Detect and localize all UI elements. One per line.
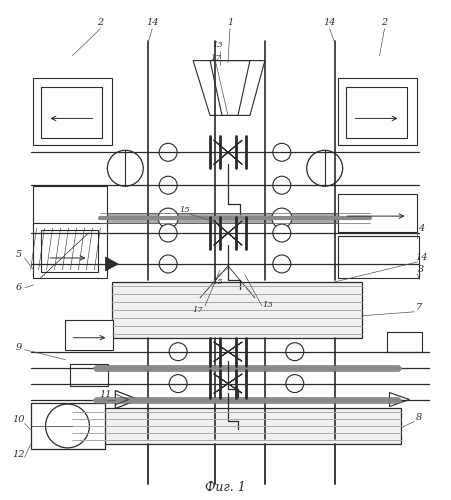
Bar: [70, 364, 108, 386]
Text: 2: 2: [97, 18, 104, 27]
Bar: [73, 408, 401, 445]
Circle shape: [46, 404, 89, 448]
Circle shape: [169, 342, 187, 360]
Bar: [387, 332, 423, 351]
Polygon shape: [106, 257, 118, 271]
Bar: [338, 78, 418, 146]
Circle shape: [159, 224, 177, 242]
Circle shape: [159, 255, 177, 273]
Text: 17: 17: [211, 54, 221, 62]
Text: 9: 9: [15, 343, 22, 352]
Text: 3: 3: [418, 266, 424, 274]
Circle shape: [286, 342, 304, 360]
Text: 5: 5: [15, 250, 22, 260]
Bar: [41, 230, 98, 272]
Circle shape: [273, 144, 291, 162]
Text: 14: 14: [323, 18, 336, 27]
Circle shape: [169, 374, 187, 392]
Circle shape: [286, 374, 304, 392]
Bar: [41, 86, 102, 139]
Circle shape: [273, 255, 291, 273]
Circle shape: [273, 176, 291, 194]
Circle shape: [272, 208, 292, 228]
Text: 10: 10: [12, 415, 25, 424]
Text: 7: 7: [416, 304, 423, 312]
Text: 13: 13: [262, 301, 273, 309]
Bar: [32, 78, 112, 146]
Bar: [338, 236, 419, 278]
Text: Фиг. 1: Фиг. 1: [205, 481, 245, 494]
Text: 4: 4: [418, 224, 424, 232]
Text: 17: 17: [193, 306, 203, 314]
Bar: [112, 282, 362, 338]
Circle shape: [307, 150, 343, 186]
Bar: [101, 213, 369, 223]
Text: 13: 13: [213, 40, 223, 48]
Circle shape: [273, 224, 291, 242]
Text: 15: 15: [213, 278, 223, 286]
Text: 14: 14: [415, 254, 428, 262]
Circle shape: [159, 144, 177, 162]
Text: 8: 8: [416, 413, 423, 422]
Bar: [31, 402, 106, 450]
Text: 1: 1: [227, 18, 233, 27]
Bar: [65, 320, 113, 350]
Text: 2: 2: [382, 18, 387, 27]
Text: 6: 6: [15, 284, 22, 292]
Bar: [338, 194, 418, 232]
Circle shape: [107, 150, 143, 186]
Text: 11: 11: [99, 390, 111, 399]
Text: 14: 14: [146, 18, 158, 27]
Circle shape: [159, 176, 177, 194]
Circle shape: [158, 208, 178, 228]
Bar: [32, 223, 107, 278]
Bar: [345, 86, 407, 139]
Bar: [32, 186, 107, 228]
Text: 12: 12: [12, 450, 25, 459]
Text: 15: 15: [180, 206, 190, 214]
